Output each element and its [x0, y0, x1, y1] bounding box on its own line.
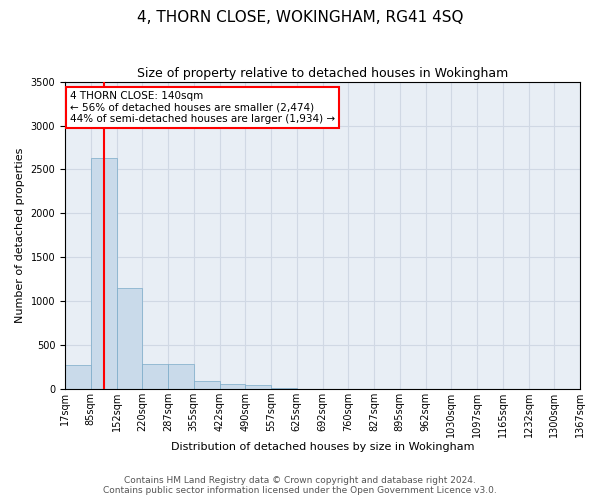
Bar — [116, 288, 142, 388]
Text: Contains HM Land Registry data © Crown copyright and database right 2024.
Contai: Contains HM Land Registry data © Crown c… — [103, 476, 497, 495]
Bar — [168, 364, 194, 388]
Bar — [245, 385, 271, 388]
Bar — [194, 381, 220, 388]
Text: 4 THORN CLOSE: 140sqm
← 56% of detached houses are smaller (2,474)
44% of semi-d: 4 THORN CLOSE: 140sqm ← 56% of detached … — [70, 91, 335, 124]
Bar — [142, 364, 168, 388]
Text: 4, THORN CLOSE, WOKINGHAM, RG41 4SQ: 4, THORN CLOSE, WOKINGHAM, RG41 4SQ — [137, 10, 463, 25]
Y-axis label: Number of detached properties: Number of detached properties — [15, 148, 25, 323]
Bar — [91, 158, 116, 388]
Title: Size of property relative to detached houses in Wokingham: Size of property relative to detached ho… — [137, 68, 508, 80]
Bar — [65, 365, 91, 388]
X-axis label: Distribution of detached houses by size in Wokingham: Distribution of detached houses by size … — [171, 442, 474, 452]
Bar — [220, 384, 245, 388]
